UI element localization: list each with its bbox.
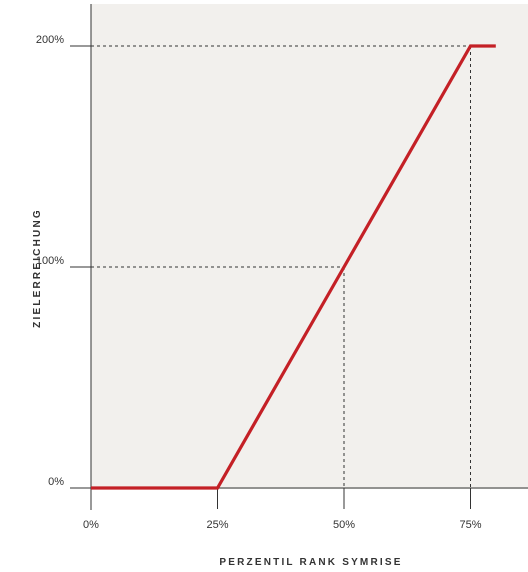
x-tick-label: 75%: [459, 519, 481, 531]
series-layer: [91, 44, 496, 490]
y-tick-label: 0%: [48, 476, 64, 488]
reference-lines: [91, 45, 471, 508]
y-axis-title: ZIELERREICHUNG: [32, 208, 43, 328]
x-axis-title: PERZENTIL RANK SYMRISE: [219, 557, 402, 568]
series-line-0: [91, 44, 496, 490]
plot-background: [91, 4, 528, 489]
y-tick-label: 200%: [36, 34, 64, 46]
x-axis-ticks: 0% 25% 50% 75%: [83, 488, 482, 531]
x-tick-label: 25%: [206, 519, 228, 531]
y-tick-label: 100%: [36, 255, 64, 267]
y-axis-ticks: 0% 100% 200%: [36, 34, 91, 489]
x-tick-label: 50%: [333, 519, 355, 531]
x-tick-label: 0%: [83, 519, 99, 531]
